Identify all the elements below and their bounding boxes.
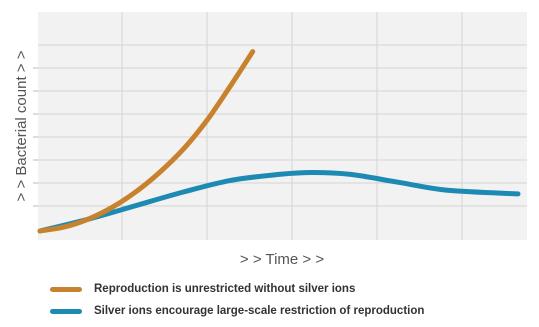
legend-item-unrestricted: Reproduction is unrestricted without sil… bbox=[50, 283, 355, 295]
legend-label-silver-ions: Silver ions encourage large-scale restri… bbox=[94, 305, 425, 317]
y-axis-label: > > Bacterial count > > bbox=[13, 50, 30, 201]
legend-swatch-orange bbox=[50, 286, 82, 292]
legend-swatch-blue bbox=[50, 308, 82, 314]
x-axis-label: > > Time > > bbox=[240, 251, 324, 268]
legend-label-unrestricted: Reproduction is unrestricted without sil… bbox=[94, 283, 356, 295]
series-line-silver-ions bbox=[37, 170, 521, 234]
series-line-unrestricted bbox=[37, 49, 256, 234]
series-group bbox=[37, 49, 521, 234]
grid bbox=[33, 12, 527, 240]
legend-item-silver-ions: Silver ions encourage large-scale restri… bbox=[50, 305, 424, 317]
